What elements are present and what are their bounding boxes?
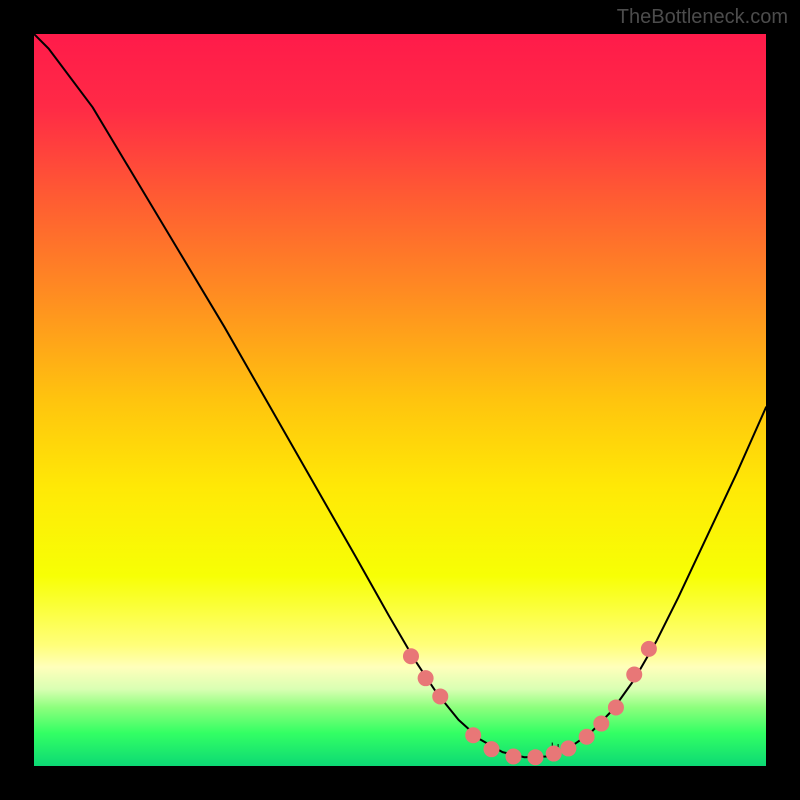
watermark-text: TheBottleneck.com: [617, 6, 788, 29]
curve-marker: [560, 740, 576, 756]
curve-marker: [505, 748, 521, 764]
curve-marker: [527, 749, 543, 765]
curve-marker: [641, 641, 657, 657]
curve-svg: [34, 34, 766, 766]
curve-marker: [465, 727, 481, 743]
curve-marker: [484, 741, 500, 757]
plot-area: [34, 34, 766, 766]
chart-frame: TheBottleneck.com: [0, 0, 800, 800]
curve-marker: [546, 746, 562, 762]
curve-marker: [626, 667, 642, 683]
curve-marker: [418, 670, 434, 686]
curve-marker: [608, 699, 624, 715]
curve-marker: [403, 648, 419, 664]
curve-marker: [432, 688, 448, 704]
curve-marker: [579, 729, 595, 745]
plot-background: [34, 34, 766, 766]
curve-marker: [593, 716, 609, 732]
